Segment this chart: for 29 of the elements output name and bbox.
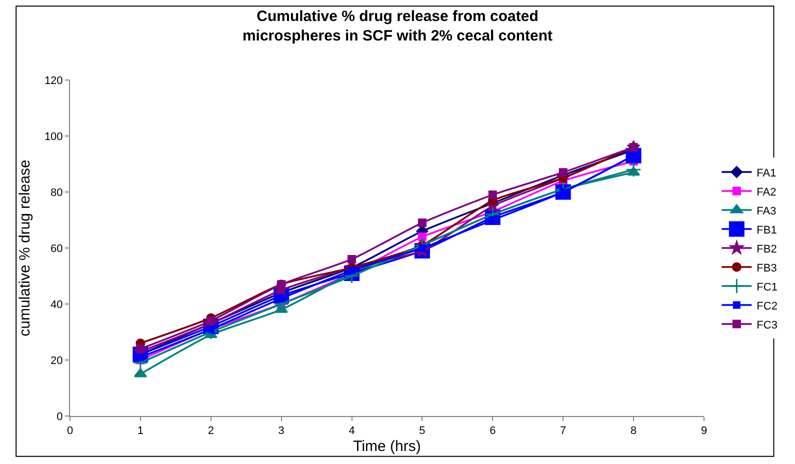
y-tick-label: 0: [56, 410, 63, 423]
legend-label: FA3: [756, 205, 776, 218]
y-tick-label: 100: [44, 130, 63, 143]
x-tick-label: 3: [278, 425, 284, 438]
y-tick-label: 60: [50, 242, 63, 255]
chart-title: Cumulative % drug release from coated microspheres in SCF with 2% cecal content: [242, 8, 553, 44]
y-tick-label: 20: [50, 354, 63, 367]
x-tick-label: 4: [348, 425, 355, 438]
x-tick-label: 5: [419, 425, 426, 438]
legend-label: FC3: [756, 319, 778, 332]
y-axis-title: cumulative % drug release: [16, 160, 34, 336]
y-tick-label: 120: [44, 74, 63, 87]
x-tick-label: 8: [630, 425, 637, 438]
legend-label: FC1: [756, 281, 778, 294]
legend-label: FA1: [756, 167, 776, 180]
legend-label: FC2: [756, 300, 778, 312]
y-tick-label: 40: [50, 298, 63, 311]
x-tick-label: 6: [490, 425, 496, 438]
legend-label: FB3: [756, 262, 777, 274]
x-tick-label: 7: [560, 425, 566, 438]
x-tick-label: 9: [700, 425, 708, 438]
legend-label: FB1: [756, 224, 777, 236]
legend-label: FB2: [756, 243, 777, 256]
y-tick-label: 80: [50, 186, 63, 199]
x-tick-label: 2: [208, 425, 214, 438]
x-tick-label: 0: [66, 425, 74, 438]
x-tick-label: 1: [137, 425, 144, 438]
legend-label: FA2: [756, 186, 776, 198]
x-axis-title: Time (hrs): [353, 438, 421, 456]
